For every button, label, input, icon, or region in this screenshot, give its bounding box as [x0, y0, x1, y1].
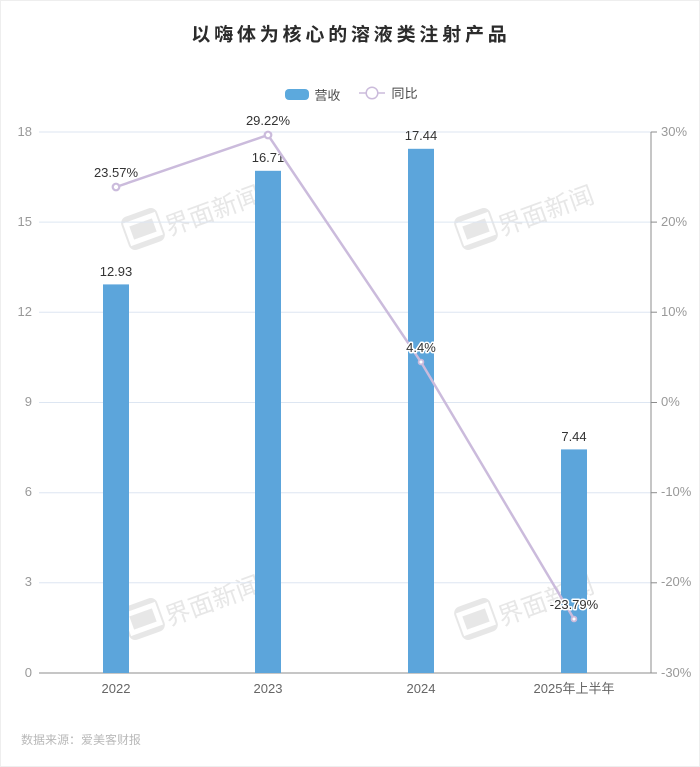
svg-text:10%: 10%	[661, 304, 687, 319]
svg-text:9: 9	[25, 394, 32, 409]
svg-text:6: 6	[25, 484, 32, 499]
svg-text:4.4%: 4.4%	[406, 340, 436, 355]
svg-text:20%: 20%	[661, 214, 687, 229]
svg-text:29.22%: 29.22%	[246, 113, 291, 128]
svg-text:-23.79%: -23.79%	[550, 597, 599, 612]
svg-text:3: 3	[25, 574, 32, 589]
svg-text:12: 12	[18, 304, 32, 319]
svg-text:0: 0	[25, 665, 32, 680]
svg-text:2025年上半年: 2025年上半年	[534, 681, 615, 696]
svg-text:12.93: 12.93	[100, 264, 133, 279]
svg-text:2023: 2023	[254, 681, 283, 696]
svg-text:-10%: -10%	[661, 484, 692, 499]
svg-text:-20%: -20%	[661, 574, 692, 589]
svg-text:2022: 2022	[102, 681, 131, 696]
svg-text:-30%: -30%	[661, 665, 692, 680]
svg-text:2024: 2024	[407, 681, 436, 696]
svg-text:23.57%: 23.57%	[94, 165, 139, 180]
svg-text:18: 18	[18, 124, 32, 139]
svg-text:0%: 0%	[661, 394, 680, 409]
svg-text:7.44: 7.44	[561, 429, 586, 444]
svg-text:17.44: 17.44	[405, 128, 438, 143]
svg-text:30%: 30%	[661, 124, 687, 139]
svg-text:15: 15	[18, 214, 32, 229]
